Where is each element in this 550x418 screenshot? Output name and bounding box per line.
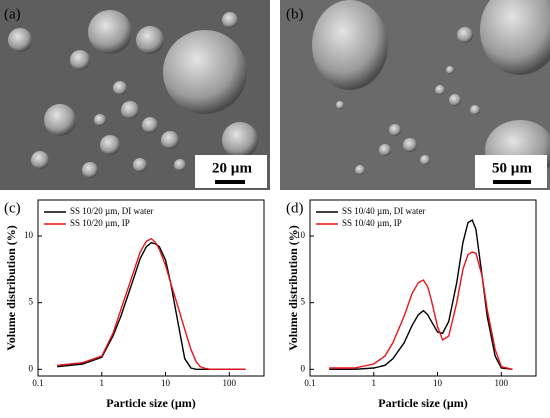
y-tick-label: 10 — [24, 230, 34, 240]
x-tick-label: 10 — [433, 378, 443, 388]
y-axis-label: Volume distribution (%) — [4, 225, 18, 351]
scale-bar-label: 50 µm — [492, 160, 532, 176]
plot-frame — [37, 199, 265, 377]
sem-image-a — [0, 0, 270, 190]
x-axis-label: Particle size (µm) — [378, 396, 468, 410]
legend-label: SS 10/20 µm, IP — [70, 218, 130, 228]
plot-frame — [309, 199, 537, 377]
x-tick-label: 0.1 — [32, 378, 43, 388]
x-tick-label: 100 — [223, 378, 237, 388]
x-axis-label: Particle size (µm) — [106, 396, 196, 410]
panel-label: (d) — [286, 200, 304, 216]
y-tick-label: 10 — [296, 230, 306, 240]
x-tick-label: 10 — [161, 378, 171, 388]
legend-label: SS 10/40 µm, DI water — [342, 206, 425, 216]
y-axis-label: Volume distribution (%) — [286, 225, 300, 351]
y-tick-label: 5 — [301, 297, 306, 307]
series-line — [329, 251, 513, 371]
legend-label: SS 10/20 µm, DI water — [70, 206, 153, 216]
panel-label: (a) — [4, 6, 21, 22]
x-tick-label: 1 — [100, 378, 105, 388]
x-tick-label: 1 — [372, 378, 377, 388]
x-tick-label: 100 — [495, 378, 509, 388]
y-tick-label: 0 — [301, 363, 306, 373]
panel-label: (b) — [286, 6, 304, 22]
sem-image-b — [280, 0, 550, 190]
series-line — [57, 237, 246, 371]
panel-label: (c) — [4, 200, 21, 216]
legend-label: SS 10/40 µm, IP — [342, 218, 402, 228]
scale-bar-label: 20 µm — [212, 160, 252, 176]
series-line — [57, 241, 246, 371]
x-tick-label: 0.1 — [304, 378, 315, 388]
y-tick-label: 0 — [29, 363, 34, 373]
y-tick-label: 5 — [29, 297, 34, 307]
